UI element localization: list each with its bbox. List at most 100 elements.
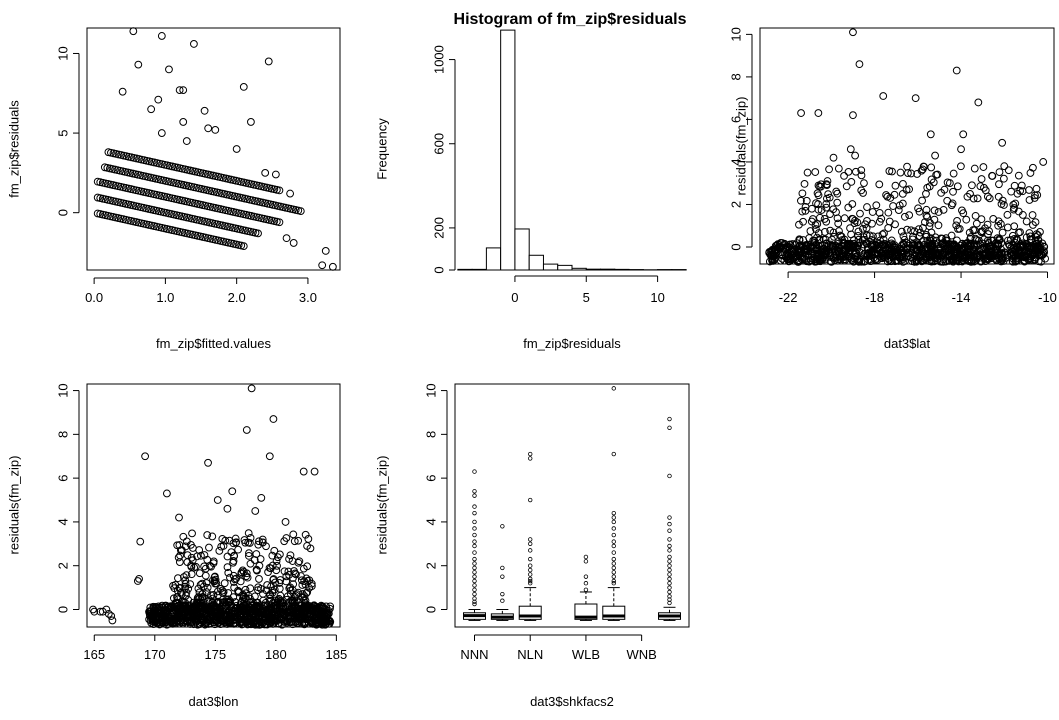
scatter-point: [824, 190, 833, 199]
boxplot-outlier: [472, 601, 477, 607]
scatter-point: [988, 172, 997, 180]
scatter-point: [1017, 241, 1026, 250]
scatter-point: [223, 552, 232, 561]
scatter-point: [983, 236, 992, 245]
boxplot-outlier: [611, 526, 616, 531]
scatter-point: [863, 203, 871, 211]
x-tick-label: 1.0: [156, 290, 174, 305]
scatter-point: [254, 583, 263, 592]
scatter-point: [288, 586, 297, 594]
scatter-point: [983, 192, 992, 201]
scatter-point: [945, 257, 953, 265]
points-3: [765, 28, 1050, 266]
boxplot-outlier: [667, 567, 672, 573]
scatter-point: [243, 573, 252, 582]
scatter-point: [283, 592, 292, 601]
scatter-point: [994, 221, 1003, 230]
scatter-point: [292, 596, 301, 605]
boxplot-outlier: [667, 581, 672, 586]
scatter-point: [870, 250, 879, 259]
scatter-point: [261, 168, 270, 177]
x-tick-label: 175: [204, 647, 226, 662]
scatter-point: [255, 537, 263, 546]
scatter-point: [964, 257, 973, 265]
scatter-point: [176, 546, 185, 555]
scatter-point: [136, 537, 145, 546]
scatter-point: [185, 618, 194, 627]
scatter-point: [208, 598, 217, 607]
scatter-point: [171, 602, 180, 611]
scatter-point: [770, 252, 778, 261]
scatter-point: [838, 236, 847, 244]
scatter-point: [859, 240, 868, 249]
scatter-point: [267, 613, 276, 622]
scatter-point: [900, 240, 908, 249]
scatter-point: [236, 611, 245, 619]
scatter-point: [848, 200, 857, 208]
scatter-point: [231, 538, 240, 547]
panel-2: 0 200 600 1000 Frequency 0 5 10 fm_zip$residuals: [374, 29, 687, 351]
scatter-point: [887, 236, 896, 245]
scatter-point: [899, 232, 908, 241]
scatter-point: [960, 252, 969, 261]
y-tick-label: 1000: [431, 45, 446, 74]
boxplot-outlier: [583, 559, 589, 564]
scatter-point: [203, 531, 212, 539]
scatter-point: [813, 220, 822, 228]
boxplot-outlier: [500, 574, 505, 579]
scatter-point: [875, 180, 884, 189]
scatter-point: [921, 218, 929, 227]
scatter-point: [868, 208, 877, 216]
scatter-point: [904, 249, 913, 258]
boxplot-outlier: [472, 493, 477, 498]
scatter-point: [852, 249, 861, 257]
x-tick-label: 185: [326, 647, 348, 662]
scatter-point: [182, 588, 191, 597]
scatter-point: [242, 569, 251, 578]
boxplot-outlier: [528, 541, 533, 547]
boxplot-outlier: [472, 583, 477, 588]
scatter-point: [877, 214, 886, 223]
scatter-point: [836, 255, 845, 264]
scatter-point: [154, 95, 163, 104]
scatter-point: [800, 179, 809, 188]
scatter-point: [304, 535, 313, 543]
scatter-point: [989, 215, 998, 223]
scatter-point: [288, 596, 297, 605]
y-tick-label: 6: [423, 475, 438, 482]
scatter-point: [817, 180, 825, 189]
scatter-point: [209, 557, 218, 566]
scatter-point: [873, 250, 882, 259]
scatter-point: [901, 212, 909, 221]
scatter-point: [271, 170, 280, 179]
scatter-point: [896, 252, 904, 261]
scatter-point: [826, 226, 835, 235]
scatter-point: [908, 235, 917, 244]
scatter-point: [269, 598, 278, 607]
boxplot-outlier: [667, 559, 672, 564]
scatter-point: [1025, 196, 1034, 204]
scatter-point: [240, 598, 249, 606]
scatter-point: [934, 254, 942, 263]
scatter-point: [230, 583, 239, 592]
scatter-point: [854, 227, 863, 236]
scatter-point: [998, 196, 1007, 205]
scatter-point: [191, 562, 200, 571]
panel-3: 0 2 4 6 8 10 residuals(fm_zip) -22 -18 -14 -10 dat3…: [728, 27, 1056, 351]
scatter-point: [188, 556, 197, 565]
scatter-point: [223, 504, 232, 513]
scatter-point: [851, 216, 859, 225]
scatter-point: [911, 94, 920, 103]
scatter-point: [972, 219, 981, 228]
scatter-point: [840, 214, 849, 223]
boxplot-outlier: [667, 528, 672, 533]
panel-1: 0 5 10 fm_zip$residuals 0.0 1.0 2.0 3.0 fm_zip$f…: [6, 27, 341, 351]
scatter-point: [218, 534, 227, 543]
boxplot-outlier: [472, 526, 477, 531]
boxplot-outlier: [667, 537, 672, 542]
scatter-point: [994, 192, 1003, 201]
scatter-point: [979, 163, 988, 171]
scatter-point: [953, 182, 962, 191]
x-tick-label: -14: [952, 290, 971, 305]
scatter-point: [223, 563, 232, 572]
